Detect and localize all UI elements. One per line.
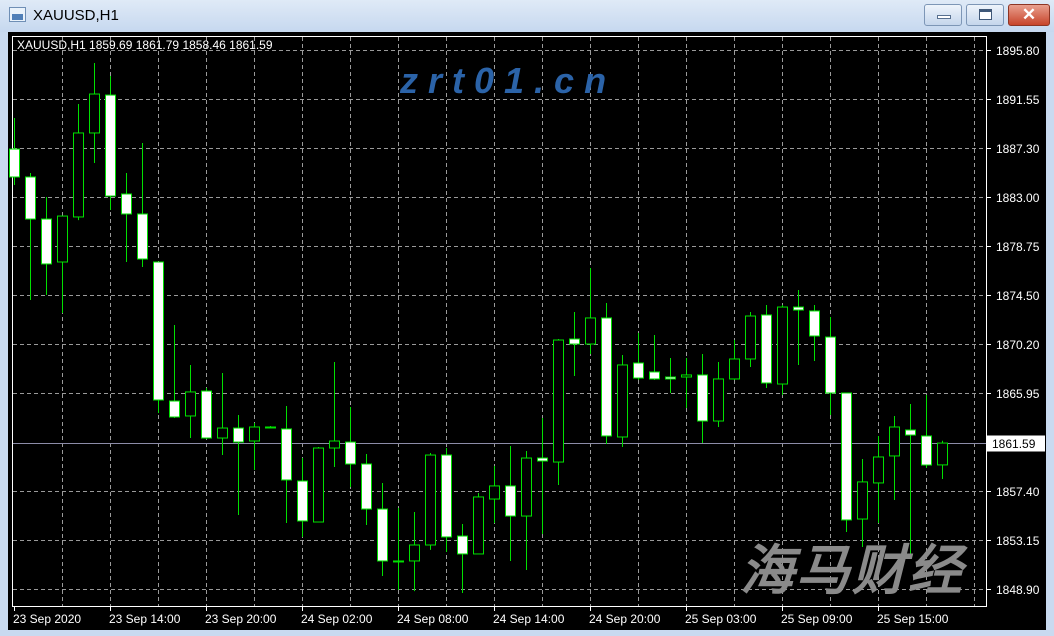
y-tick-label: 1887.30 <box>996 142 1040 156</box>
window-title: XAUUSD,H1 <box>33 7 119 24</box>
candle-bearish <box>297 480 308 522</box>
y-tick-label: 1891.55 <box>996 93 1040 107</box>
y-tick-label: 1870.20 <box>996 338 1040 352</box>
candle-bullish <box>681 374 692 378</box>
plot-border <box>12 36 987 607</box>
y-tick-label: 1853.15 <box>996 534 1040 548</box>
candle-bullish <box>585 317 596 345</box>
candle-bearish <box>457 535 468 555</box>
candle-bearish <box>105 94 116 197</box>
candle-bullish <box>217 427 228 439</box>
candle-bullish <box>425 454 436 546</box>
candle-bullish <box>489 485 500 500</box>
candle-bullish <box>873 456 884 484</box>
watermark-logo: 海马财经 <box>740 541 964 601</box>
minimize-button[interactable] <box>924 4 962 26</box>
candle-bearish <box>697 374 708 422</box>
candle-bearish <box>201 390 212 439</box>
candle-bearish <box>537 457 548 462</box>
y-tick-label: 1883.00 <box>996 191 1040 205</box>
candle-bullish <box>777 306 788 385</box>
candle-bearish <box>761 314 772 384</box>
candle-bullish <box>329 440 340 449</box>
x-tick-label: 25 Sep 09:00 <box>781 612 853 626</box>
x-tick-label: 25 Sep 15:00 <box>877 612 949 626</box>
chart-header-ohlc: XAUUSD,H1 1859.69 1861.79 1858.46 1861.5… <box>17 38 273 52</box>
current-price-label: 1861.59 <box>992 437 1036 451</box>
candle-bearish <box>361 463 372 510</box>
x-tick-label: 23 Sep 2020 <box>13 612 81 626</box>
candle-bullish <box>89 93 100 134</box>
maximize-icon <box>979 9 992 20</box>
chart-window-icon <box>9 7 26 22</box>
x-tick-label: 23 Sep 14:00 <box>109 612 181 626</box>
candle-bearish <box>233 427 244 443</box>
minimize-icon <box>937 15 951 19</box>
candle-bullish <box>265 426 276 429</box>
candle-bearish <box>809 310 820 337</box>
candle-bearish <box>649 371 660 380</box>
candle-bullish <box>713 378 724 422</box>
y-tick-label: 1878.75 <box>996 240 1040 254</box>
candle-bearish <box>345 441 356 465</box>
candle-bearish <box>921 435 932 466</box>
candle-bearish <box>841 392 852 521</box>
x-tick-label: 24 Sep 02:00 <box>301 612 373 626</box>
maximize-button[interactable] <box>966 4 1004 26</box>
candle-bearish <box>505 485 516 517</box>
candle-bearish <box>41 218 52 265</box>
candle-bullish <box>313 447 324 523</box>
watermark-url: zrt01.cn <box>400 60 617 101</box>
candle-bearish <box>25 176 36 220</box>
x-tick-label: 25 Sep 03:00 <box>685 612 757 626</box>
candle-bullish <box>729 358 740 380</box>
y-tick-label: 1865.95 <box>996 387 1040 401</box>
candle-bearish <box>633 362 644 379</box>
candle-bearish <box>569 338 580 345</box>
candle-bearish <box>441 454 452 538</box>
y-tick-label: 1857.40 <box>996 485 1040 499</box>
y-tick-label: 1895.80 <box>996 44 1040 58</box>
candle-bearish <box>793 306 804 311</box>
candle-bearish <box>665 376 676 380</box>
candle-bearish <box>169 400 180 418</box>
candle-bullish <box>553 339 564 463</box>
y-tick-label: 1848.90 <box>996 583 1040 597</box>
x-tick-label: 24 Sep 14:00 <box>493 612 565 626</box>
candle-bearish <box>905 429 916 436</box>
candle-bullish <box>473 496 484 555</box>
candle-bullish <box>857 481 868 520</box>
close-icon: ✕ <box>1021 5 1037 24</box>
candle-bearish <box>377 508 388 562</box>
current-price-badge <box>987 435 1045 452</box>
x-tick-label: 24 Sep 08:00 <box>397 612 469 626</box>
candle-bullish <box>73 132 84 218</box>
candle-bearish <box>281 428 292 481</box>
candle-bearish <box>153 261 164 401</box>
candle-bullish <box>937 442 948 466</box>
x-tick-label: 24 Sep 20:00 <box>589 612 661 626</box>
y-tick-label: 1874.50 <box>996 289 1040 303</box>
candle-bullish <box>889 426 900 457</box>
candle-bullish <box>745 315 756 360</box>
candle-bearish <box>121 193 132 215</box>
candle-bearish <box>9 148 20 178</box>
candle-bearish <box>601 317 612 437</box>
candle-bullish <box>393 560 404 563</box>
candle-bullish <box>185 391 196 417</box>
title-bar: XAUUSD,H1 ✕ <box>0 0 1054 32</box>
candle-bullish <box>249 426 260 442</box>
candle-bullish <box>617 364 628 438</box>
candle-bearish <box>137 213 148 260</box>
x-tick-label: 23 Sep 20:00 <box>205 612 277 626</box>
candle-bullish <box>521 457 532 517</box>
candle-bullish <box>57 215 68 263</box>
close-button[interactable]: ✕ <box>1008 4 1050 26</box>
candle-bearish <box>825 336 836 394</box>
candle-bullish <box>409 544 420 562</box>
